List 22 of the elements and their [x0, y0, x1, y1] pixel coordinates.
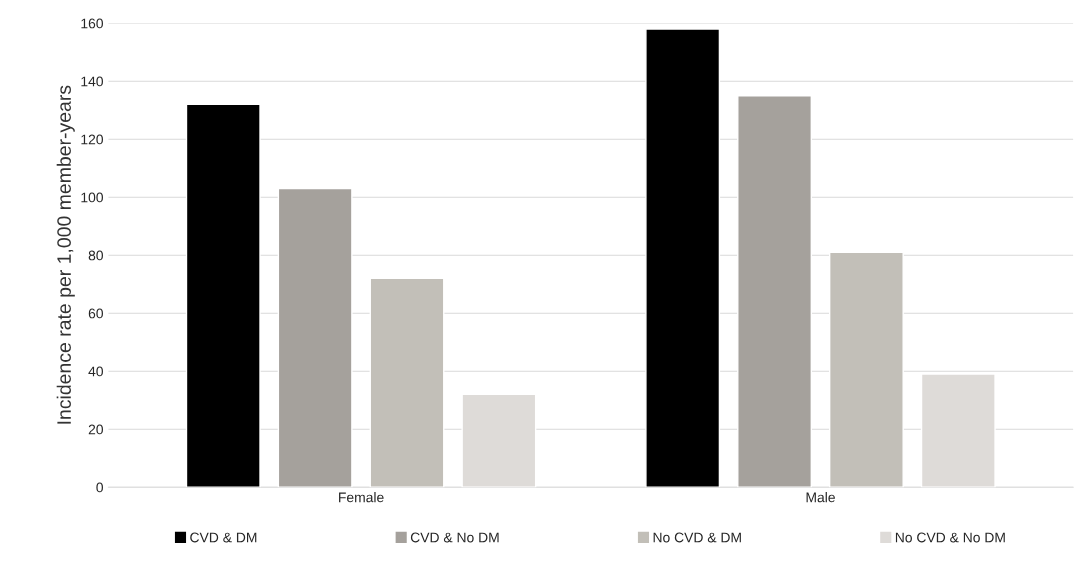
y-tick-label: 100	[81, 192, 103, 203]
y-tick-label: 0	[96, 482, 103, 493]
y-tick-label: 80	[88, 250, 103, 261]
legend-label: CVD & No DM	[410, 532, 499, 543]
legend-label: No CVD & No DM	[895, 532, 1005, 543]
bar	[277, 187, 353, 488]
bar	[369, 277, 445, 488]
y-tick-label: 20	[88, 424, 103, 435]
bar	[645, 28, 721, 488]
x-tick-label: Male	[806, 492, 835, 503]
y-tick-label: 60	[88, 308, 103, 319]
y-axis-title: Incidence rate per 1,000 member-years	[56, 85, 75, 424]
bar	[737, 95, 812, 488]
bar	[828, 251, 904, 488]
y-tick-label: 120	[81, 134, 103, 145]
legend-label: CVD & DM	[190, 532, 257, 543]
bar	[185, 103, 261, 488]
legend-label: No CVD & DM	[653, 532, 741, 543]
y-tick-label: 40	[88, 366, 103, 377]
y-tick-label: 140	[81, 76, 103, 87]
y-tick-label: 160	[81, 18, 103, 29]
x-tick-label: Female	[339, 492, 384, 503]
